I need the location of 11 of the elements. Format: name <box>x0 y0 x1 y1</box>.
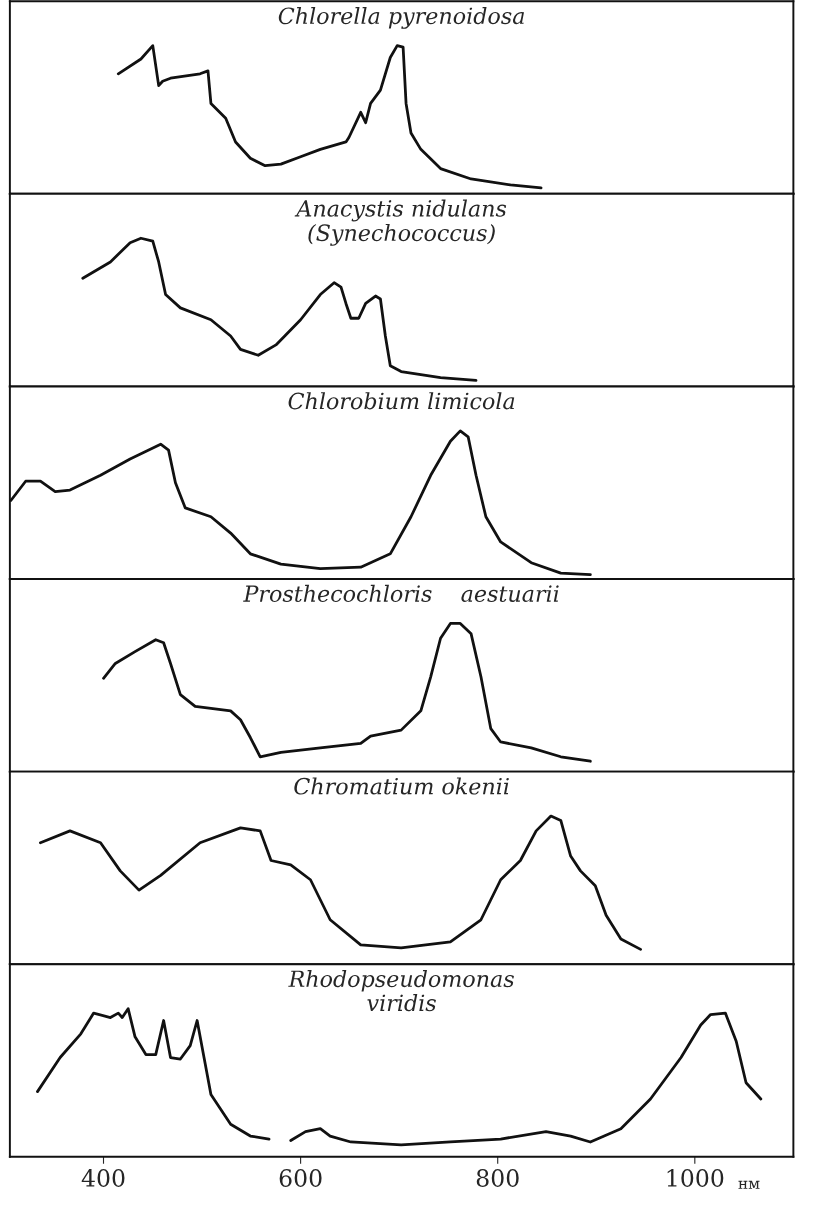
chart-title: Anacystis nidulans (Synechococcus) <box>294 199 507 246</box>
chart-title: Prosthecochloris aestuarii <box>243 584 559 602</box>
x-tick-label: 800 <box>476 1169 519 1187</box>
x-tick-label: 400 <box>81 1169 125 1187</box>
x-tick-label: 600 <box>279 1169 322 1187</box>
x-axis-title: нм <box>738 1180 760 1189</box>
chart-title: Rhodopseudomonas viridis <box>288 969 514 1012</box>
chart-title: Chromatium okenii <box>294 777 509 795</box>
x-tick-label: 1000 <box>667 1169 724 1187</box>
chart-title: Chlorella pyrenoidosa <box>278 6 524 29</box>
chart-title: Chlorobium limicola <box>288 392 515 410</box>
